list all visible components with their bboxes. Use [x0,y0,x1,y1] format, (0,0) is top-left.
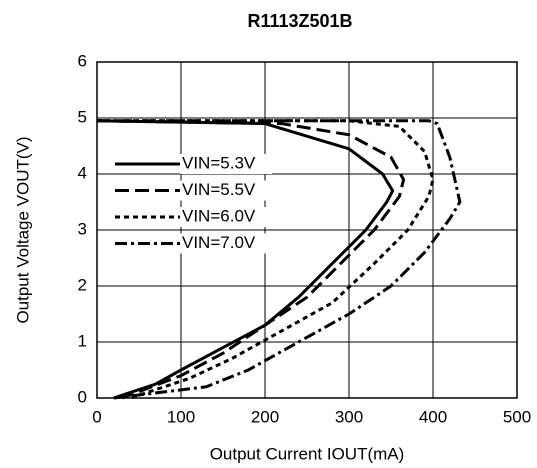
series-line [97,119,462,400]
legend-bg [180,154,272,174]
legend-bg [180,180,272,201]
series-line [97,119,435,400]
legend-label: VIN=5.3V [182,153,256,172]
legend-label: VIN=6.0V [182,206,256,225]
series-line [96,119,406,400]
x-tick-label: 100 [167,407,195,426]
legend-bg [180,207,272,227]
x-tick-label: 400 [419,407,447,426]
legend-label: VIN=7.0V [182,233,256,252]
x-axis-label: Output Current IOUT(mA) [210,444,405,463]
chart-title: R1113Z501B [247,11,352,31]
x-tick-label: 200 [251,407,279,426]
legend-bg [180,233,272,254]
series-line [96,119,395,400]
x-tick-label: 0 [92,407,101,426]
y-tick-label: 4 [78,163,87,182]
y-tick-label: 6 [78,51,87,70]
legend-label: VIN=5.5V [182,180,256,199]
y-tick-label: 1 [78,331,87,350]
y-tick-label: 5 [78,107,87,126]
x-tick-label: 500 [503,407,531,426]
y-tick-label: 0 [78,387,87,406]
x-tick-label: 300 [335,407,363,426]
y-tick-label: 3 [78,219,87,238]
y-axis-label: Output Voltage VOUT(V) [13,136,32,323]
y-tick-label: 2 [78,275,87,294]
